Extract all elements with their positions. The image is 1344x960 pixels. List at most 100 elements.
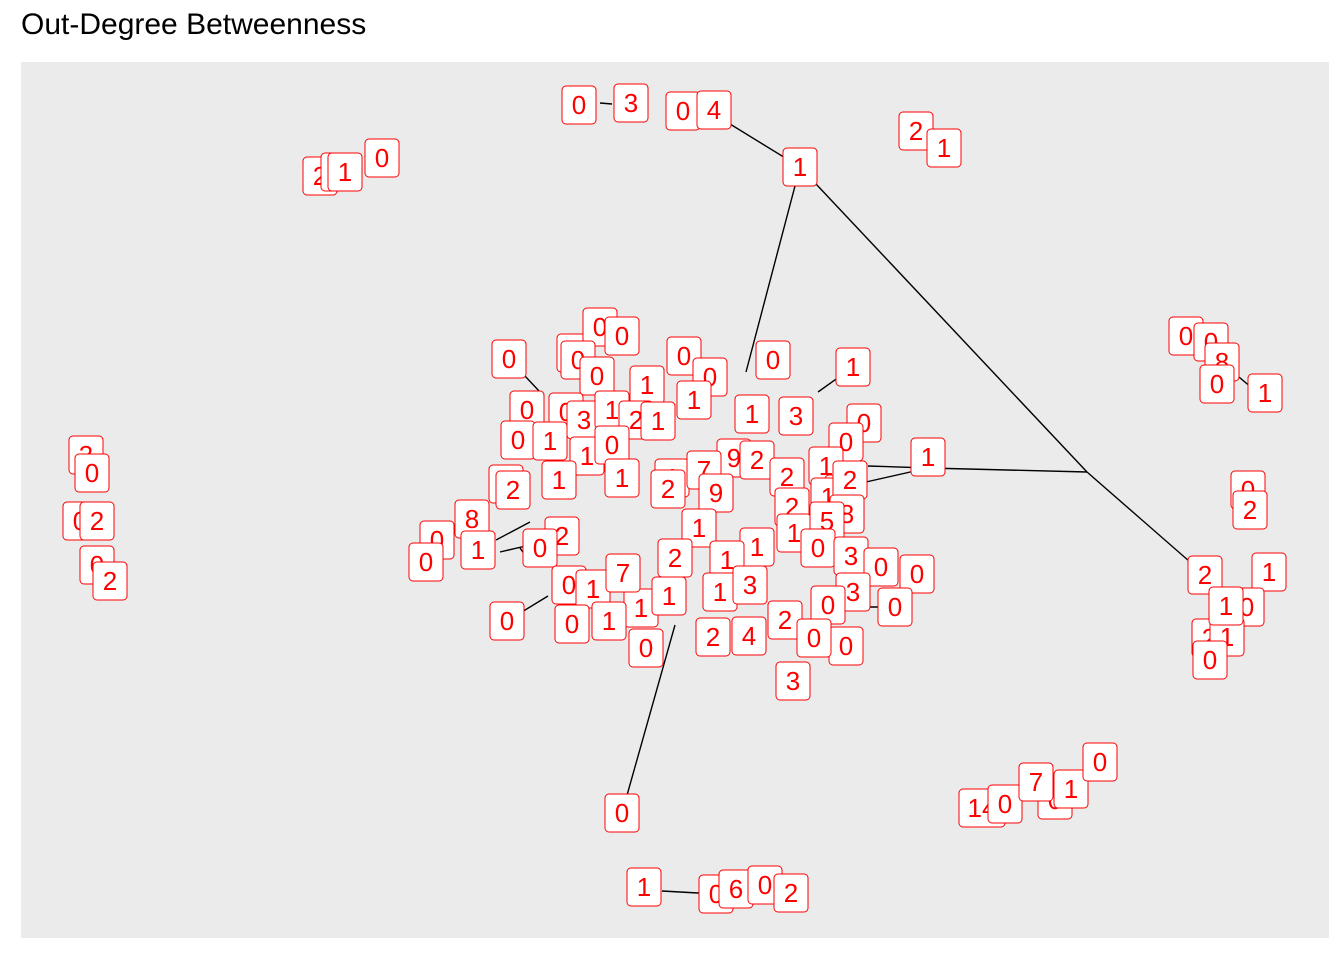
node-label-text: 7 — [616, 558, 630, 588]
node-label-text: 7 — [1029, 767, 1043, 797]
node-label-box — [796, 618, 832, 658]
node-label-text: 9 — [727, 443, 741, 473]
node-label: 0 — [364, 138, 400, 178]
node-label: 0 — [594, 425, 630, 465]
node-label-text: 2 — [909, 116, 923, 146]
node-label: 4 — [731, 616, 767, 656]
node-label: 0 — [796, 618, 832, 658]
node-label: 2 — [739, 440, 775, 480]
node-label: 1 — [676, 380, 712, 420]
node-label: 0 — [1199, 364, 1235, 404]
node-label-text: 1 — [713, 577, 727, 607]
node-label-box — [926, 128, 962, 168]
node-label: 0 — [408, 542, 444, 582]
node-label-text: 0 — [1203, 645, 1217, 675]
node-label-text: 8 — [465, 504, 479, 534]
node-label: 0 — [489, 601, 525, 641]
node-label-text: 0 — [533, 533, 547, 563]
node-label-text: 1 — [605, 395, 619, 425]
node-label: 0 — [899, 554, 935, 594]
node-label-text: 1 — [787, 518, 801, 548]
node-label-box — [74, 453, 110, 493]
node-label-text: 2 — [90, 506, 104, 536]
node-label: 1 — [623, 588, 659, 628]
node-label: 0 — [554, 604, 590, 644]
node-label: 1 — [910, 437, 946, 477]
node-label: 0 — [800, 528, 836, 568]
node-label-text: 1 — [637, 872, 651, 902]
node-label: 1 — [1208, 586, 1244, 626]
node-label: 9 — [698, 473, 734, 513]
node-label-text: 0 — [615, 321, 629, 351]
node-label-box — [778, 396, 814, 436]
node-label: 3 — [732, 565, 768, 605]
node-label-box — [628, 628, 664, 668]
node-label-box — [1232, 490, 1268, 530]
node-label-text: 0 — [639, 633, 653, 663]
node-label-text: 2 — [780, 462, 794, 492]
node-label-text: 4 — [707, 95, 721, 125]
node-label-box — [755, 340, 791, 380]
node-label: 1 — [532, 421, 568, 461]
node-label-box — [835, 347, 871, 387]
node-label-text: 1 — [602, 606, 616, 636]
node-label-text: 0 — [839, 631, 853, 661]
node-label-box — [734, 394, 770, 434]
node-label-box — [460, 530, 496, 570]
node-label-box — [1251, 552, 1287, 592]
node-label: 2 — [773, 873, 809, 913]
node-label-text: 1 — [471, 535, 485, 565]
node-label-text: 3 — [577, 405, 591, 435]
node-label-text: 1 — [634, 593, 648, 623]
node-label: 0 — [522, 528, 558, 568]
node-label: 2 — [695, 617, 731, 657]
node-label-text: 3 — [786, 666, 800, 696]
node-label: 2 — [1232, 490, 1268, 530]
node-label: 1 — [626, 867, 662, 907]
node-label: 0 — [987, 784, 1023, 824]
network-edge — [621, 624, 676, 814]
node-label-text: 2 — [843, 465, 857, 495]
node-label: 1 — [1247, 373, 1283, 413]
node-label-box — [1247, 373, 1283, 413]
network-edge — [927, 467, 1088, 473]
node-label-text: 1 — [1064, 774, 1078, 804]
node-label-text: 1 — [1219, 591, 1233, 621]
node-label-box — [79, 501, 115, 541]
node-label-text: 9 — [709, 478, 723, 508]
node-label: 2 — [898, 111, 934, 151]
node-label-box — [604, 316, 640, 356]
network-edge — [799, 166, 1088, 473]
node-label-text: 1 — [819, 451, 833, 481]
node-label: 1 — [782, 147, 818, 187]
node-label: 2 — [657, 538, 693, 578]
node-label-box — [775, 661, 811, 701]
node-label-text: 0 — [615, 798, 629, 828]
node-label-text: 0 — [562, 570, 576, 600]
node-label-text: 1 — [750, 532, 764, 562]
node-label: 8 — [454, 499, 490, 539]
node-label-text: 1 — [580, 441, 594, 471]
node-label-box — [613, 83, 649, 123]
node-label: 0 — [1082, 742, 1118, 782]
node-label-box — [1018, 762, 1054, 802]
node-label-text: 1 — [543, 426, 557, 456]
node-label-text: 0 — [910, 559, 924, 589]
node-label: 7 — [1018, 762, 1054, 802]
node-label-text: 0 — [766, 345, 780, 375]
node-label-text: 0 — [502, 344, 516, 374]
node-label: 2 — [79, 501, 115, 541]
node-label-text: 3 — [846, 577, 860, 607]
node-label: 0 — [755, 340, 791, 380]
node-label: 1 — [541, 460, 577, 500]
node-label: 7 — [605, 553, 641, 593]
node-label: 0 — [74, 453, 110, 493]
node-label-text: 1 — [745, 399, 759, 429]
node-label: 2 — [495, 470, 531, 510]
node-label-box — [561, 85, 597, 125]
node-label-text: 0 — [1093, 747, 1107, 777]
node-label: 1 — [629, 365, 665, 405]
node-label: 1 — [926, 128, 962, 168]
node-label-box — [532, 421, 568, 461]
node-label-box — [681, 508, 717, 548]
